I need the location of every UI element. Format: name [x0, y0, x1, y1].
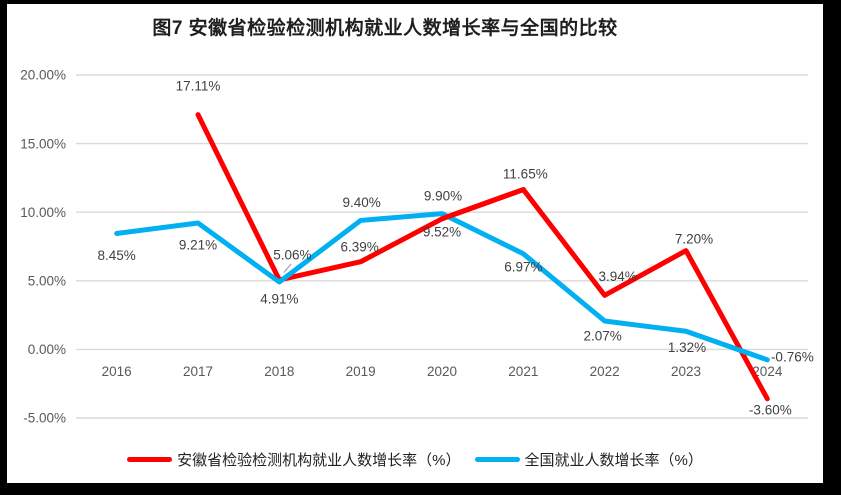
y-axis-label: 15.00% — [20, 136, 66, 151]
y-axis-label: 0.00% — [28, 342, 66, 357]
x-axis-label: 2020 — [427, 364, 457, 379]
anhui-line-overlay — [439, 187, 526, 222]
legend-item-national: 全国就业人数增长率（%） — [474, 449, 703, 470]
label-leader-line — [283, 263, 292, 273]
chart-title: 图7 安徽省检验检测机构就业人数增长率与全国的比较 — [152, 18, 618, 39]
legend-swatch-national — [474, 456, 520, 462]
data-label: 5.06% — [273, 248, 311, 263]
x-axis-label: 2019 — [346, 364, 376, 379]
data-label: -0.76% — [771, 350, 814, 365]
data-label: 6.97% — [504, 259, 542, 274]
data-label: 11.65% — [503, 166, 548, 181]
data-label: -3.60% — [749, 402, 792, 417]
frame-border-bottom — [0, 483, 841, 495]
x-axis-label: 2017 — [183, 364, 213, 379]
data-label: 9.90% — [424, 188, 462, 203]
y-axis-label: 5.00% — [28, 274, 66, 289]
data-label: 7.20% — [675, 231, 713, 246]
frame-border-right — [823, 0, 841, 495]
frame-border-left — [0, 0, 7, 495]
legend-item-anhui: 安徽省检验检测机构就业人数增长率（%） — [127, 449, 461, 470]
legend-label-national: 全国就业人数增长率（%） — [524, 451, 703, 469]
data-label: 3.94% — [599, 269, 637, 284]
x-axis-label: 2023 — [671, 364, 701, 379]
data-label: 8.45% — [98, 248, 136, 263]
data-label: 9.21% — [179, 238, 217, 253]
x-axis-label: 2021 — [508, 364, 538, 379]
x-axis-label: 2016 — [102, 364, 132, 379]
data-label: 6.39% — [341, 239, 379, 254]
data-label: 9.40% — [343, 195, 381, 210]
legend-label-anhui: 安徽省检验检测机构就业人数增长率（%） — [177, 451, 461, 469]
data-label: 17.11% — [176, 78, 221, 93]
x-axis-label: 2024 — [752, 364, 783, 379]
frame-border-top — [0, 0, 841, 4]
x-axis-label: 2022 — [590, 364, 620, 379]
data-label: 1.32% — [668, 340, 706, 355]
data-label: 4.91% — [260, 292, 298, 307]
y-axis-label: 10.00% — [20, 205, 66, 220]
data-label: 9.52% — [423, 224, 461, 239]
data-label: 2.07% — [584, 329, 622, 344]
legend: 安徽省检验检测机构就业人数增长率（%） 全国就业人数增长率（%） — [7, 447, 823, 471]
legend-swatch-anhui — [127, 456, 173, 462]
y-axis-label: 20.00% — [20, 68, 66, 83]
y-axis-label: -5.00% — [23, 411, 66, 426]
national-line — [114, 211, 770, 363]
x-axis-label: 2018 — [264, 364, 294, 379]
